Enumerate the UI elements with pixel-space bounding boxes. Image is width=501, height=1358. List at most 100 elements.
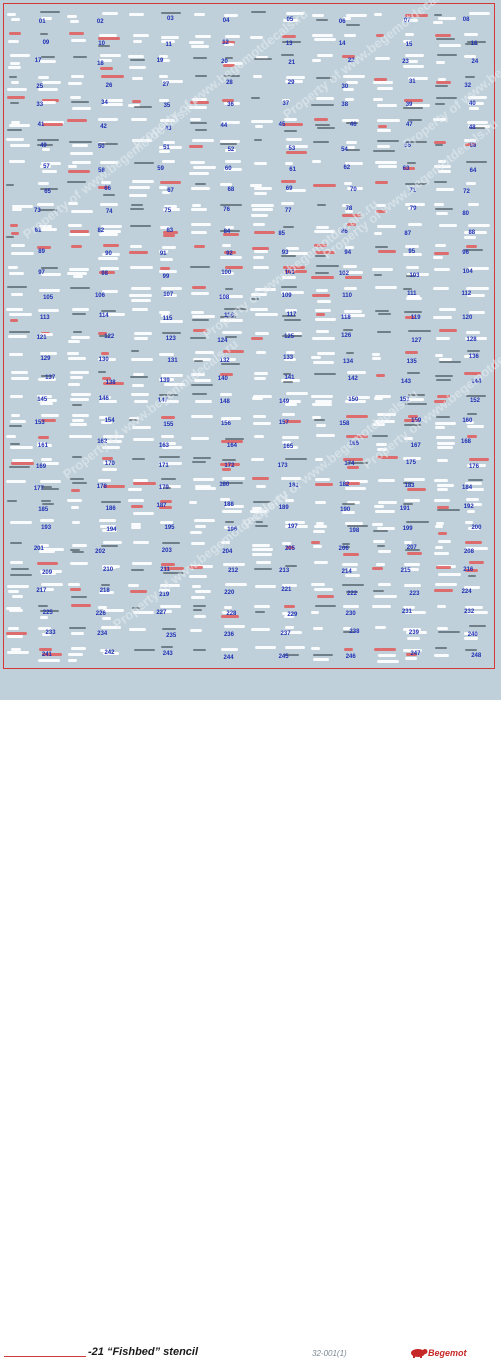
decal-number: 122 bbox=[104, 333, 115, 340]
decal-number: 119 bbox=[410, 315, 421, 322]
stencil-mark bbox=[316, 351, 335, 355]
stencil-mark bbox=[132, 606, 142, 609]
stencil-mark bbox=[375, 204, 386, 208]
stencil-mark bbox=[466, 120, 488, 124]
stencil-mark bbox=[437, 630, 460, 633]
decal-number: 236 bbox=[223, 632, 234, 639]
stencil-mark bbox=[465, 76, 476, 79]
stencil-mark bbox=[189, 501, 198, 505]
stencil-mark bbox=[98, 332, 108, 336]
stencil-mark bbox=[72, 275, 83, 279]
stencil-mark bbox=[99, 525, 116, 529]
stencil-mark bbox=[315, 501, 327, 505]
stencil-mark bbox=[99, 232, 119, 236]
decal-number: 196 bbox=[227, 527, 238, 534]
stencil-mark bbox=[403, 563, 420, 567]
stencil-mark bbox=[255, 485, 266, 489]
stencil-mark bbox=[402, 481, 413, 484]
stencil-mark bbox=[68, 224, 83, 228]
decal-number: 60 bbox=[224, 165, 232, 172]
stencil-mark bbox=[314, 117, 329, 121]
stencil-mark bbox=[402, 627, 421, 631]
title-mask bbox=[4, 1347, 86, 1358]
stencil-mark bbox=[102, 376, 112, 380]
stencil-mark bbox=[463, 55, 476, 59]
decal-number: 79 bbox=[409, 206, 417, 213]
stencil-mark bbox=[6, 584, 29, 588]
decal-number: 90 bbox=[105, 251, 112, 258]
stencil-mark bbox=[376, 209, 387, 213]
stencil-mark bbox=[372, 434, 389, 437]
stencil-mark bbox=[254, 312, 278, 316]
stencil-mark bbox=[406, 552, 422, 556]
stencil-mark bbox=[98, 186, 110, 189]
stencil-mark bbox=[38, 76, 50, 80]
stencil-mark bbox=[133, 331, 152, 335]
stencil-mark bbox=[222, 510, 243, 514]
stencil-mark bbox=[70, 397, 90, 401]
stencil-mark bbox=[311, 541, 321, 545]
decal-number: 19 bbox=[156, 58, 164, 65]
decal-number: 181 bbox=[288, 482, 299, 489]
stencil-mark bbox=[163, 566, 184, 570]
stencil-mark bbox=[132, 180, 155, 184]
stencil-mark bbox=[316, 313, 326, 317]
decal-number: 128 bbox=[466, 337, 477, 344]
stencil-mark bbox=[41, 583, 64, 587]
decal-number: 197 bbox=[287, 524, 298, 531]
stencil-mark bbox=[133, 39, 143, 43]
stencil-mark bbox=[189, 160, 205, 164]
stencil-mark bbox=[67, 352, 80, 356]
stencil-mark bbox=[71, 38, 87, 42]
decal-number: 240 bbox=[467, 631, 478, 638]
stencil-mark bbox=[466, 294, 485, 298]
stencil-mark bbox=[129, 375, 148, 378]
stencil-mark bbox=[437, 564, 457, 568]
decal-number: 142 bbox=[347, 376, 358, 383]
decal-number: 52 bbox=[227, 146, 235, 153]
stencil-mark bbox=[372, 267, 394, 271]
stencil-mark bbox=[164, 205, 178, 209]
stencil-mark bbox=[435, 212, 448, 216]
stencil-mark bbox=[281, 34, 296, 38]
decal-number: 100 bbox=[221, 269, 232, 276]
title-text: -21 “Fishbed” stencil bbox=[88, 1346, 199, 1358]
stencil-mark bbox=[282, 584, 298, 588]
stencil-mark bbox=[284, 270, 307, 274]
stencil-mark bbox=[8, 330, 30, 333]
stencil-mark bbox=[224, 13, 239, 17]
stencil-mark bbox=[467, 266, 489, 270]
decal-number: 166 bbox=[348, 440, 359, 447]
stencil-mark bbox=[342, 203, 351, 207]
stencil-mark bbox=[72, 312, 87, 315]
stencil-mark bbox=[67, 164, 77, 168]
stencil-mark bbox=[102, 313, 126, 317]
stencil-mark bbox=[68, 653, 84, 657]
stencil-mark bbox=[343, 631, 356, 634]
stencil-mark bbox=[311, 275, 335, 279]
decal-number: 199 bbox=[402, 525, 413, 532]
decal-number: 201 bbox=[33, 546, 44, 552]
stencil-mark bbox=[372, 356, 382, 360]
stencil-mark bbox=[285, 646, 306, 650]
stencil-mark bbox=[67, 271, 88, 275]
stencil-mark bbox=[341, 545, 350, 548]
decal-number: 20 bbox=[221, 58, 228, 65]
stencil-mark bbox=[129, 13, 145, 17]
decal-number: 229 bbox=[287, 612, 298, 619]
stencil-mark bbox=[99, 518, 117, 522]
stencil-mark bbox=[253, 394, 273, 398]
stencil-mark bbox=[315, 318, 337, 322]
stencil-mark bbox=[344, 647, 354, 651]
decal-number: 175 bbox=[405, 460, 416, 467]
stencil-mark bbox=[189, 265, 210, 268]
stencil-mark bbox=[315, 225, 329, 229]
decal-number: 39 bbox=[405, 101, 413, 108]
stencil-mark bbox=[158, 506, 172, 510]
stencil-mark bbox=[404, 419, 420, 423]
stencil-mark bbox=[466, 395, 487, 398]
stencil-mark bbox=[402, 398, 424, 402]
stencil-mark bbox=[70, 376, 84, 380]
stencil-mark bbox=[436, 506, 449, 510]
stencil-mark bbox=[193, 360, 203, 363]
